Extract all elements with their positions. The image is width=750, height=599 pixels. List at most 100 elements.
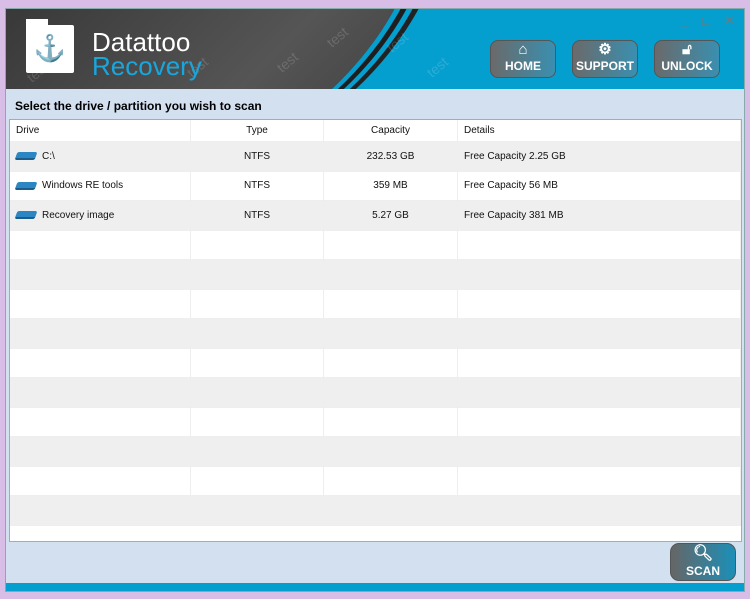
unlock-label: UNLOCK <box>661 59 713 73</box>
drive-name: C:\ <box>42 150 55 162</box>
column-header-details[interactable]: Details <box>458 120 741 141</box>
empty-cell <box>324 289 458 318</box>
drive-table[interactable]: Drive Type Capacity Details C:\ NTFS 232… <box>9 119 742 542</box>
table-row[interactable]: Windows RE tools NTFS 359 MB Free Capaci… <box>10 171 741 201</box>
home-label: HOME <box>505 59 541 73</box>
empty-row <box>10 348 741 378</box>
empty-cell <box>324 466 458 495</box>
empty-cell <box>324 230 458 259</box>
empty-cell <box>191 407 324 436</box>
drive-cell: Windows RE tools <box>10 171 191 200</box>
scan-label: SCAN <box>685 564 720 578</box>
empty-cell <box>10 378 191 407</box>
type-cell: NTFS <box>191 171 324 200</box>
empty-cell <box>458 289 741 318</box>
column-header-capacity[interactable]: Capacity <box>324 120 458 141</box>
empty-row <box>10 407 741 437</box>
empty-row <box>10 319 741 349</box>
drive-icon <box>14 181 38 190</box>
drive-cell: C:\ <box>10 142 191 171</box>
watermark: test <box>383 28 412 56</box>
close-button[interactable]: ✕ <box>724 13 735 28</box>
empty-row <box>10 437 741 467</box>
empty-row <box>10 466 741 496</box>
column-header-type[interactable]: Type <box>191 120 324 141</box>
support-button[interactable]: ⚙ SUPPORT <box>572 40 638 78</box>
drive-icon <box>14 152 38 161</box>
empty-cell <box>324 407 458 436</box>
search-icon: 🔍︎ <box>692 545 714 562</box>
empty-row <box>10 289 741 319</box>
empty-cell <box>324 496 458 525</box>
table-row[interactable]: Recovery image NTFS 5.27 GB Free Capacit… <box>10 201 741 231</box>
empty-row <box>10 496 741 526</box>
drive-name: Recovery image <box>42 209 115 221</box>
empty-cell <box>191 348 324 377</box>
table-header: Drive Type Capacity Details <box>10 120 741 142</box>
minimize-button[interactable]: _ <box>681 13 689 28</box>
empty-cell <box>10 348 191 377</box>
empty-cell <box>324 378 458 407</box>
empty-cell <box>191 378 324 407</box>
empty-cell <box>10 466 191 495</box>
empty-cell <box>458 378 741 407</box>
empty-cell <box>10 289 191 318</box>
empty-row <box>10 378 741 408</box>
empty-cell <box>191 260 324 289</box>
footer-bar <box>6 583 744 591</box>
home-button[interactable]: ⌂ HOME <box>490 40 556 78</box>
empty-cell <box>10 437 191 466</box>
logo-folder-icon: ⚓ <box>26 19 74 73</box>
empty-cell <box>191 289 324 318</box>
header-banner: test test test test test test ⚓ Datattoo… <box>6 9 744 89</box>
empty-cell <box>458 437 741 466</box>
details-cell: Free Capacity 56 MB <box>458 171 741 200</box>
capacity-cell: 5.27 GB <box>324 201 458 230</box>
drive-icon <box>14 211 38 220</box>
empty-cell <box>191 496 324 525</box>
empty-cell <box>191 319 324 348</box>
empty-cell <box>458 496 741 525</box>
scan-button[interactable]: 🔍︎ SCAN <box>670 543 736 581</box>
empty-cell <box>458 348 741 377</box>
app-name-line2: Recovery <box>92 51 202 81</box>
instruction-text: Select the drive / partition you wish to… <box>15 99 262 113</box>
empty-cell <box>324 437 458 466</box>
drive-name: Windows RE tools <box>42 180 124 192</box>
empty-cell <box>458 466 741 495</box>
empty-cell <box>10 260 191 289</box>
empty-cell <box>324 319 458 348</box>
empty-cell <box>458 407 741 436</box>
empty-cell <box>10 496 191 525</box>
empty-cell <box>10 407 191 436</box>
gears-icon: ⚙ <box>598 41 612 58</box>
empty-cell <box>458 319 741 348</box>
empty-cell <box>191 466 324 495</box>
support-label: SUPPORT <box>575 59 634 73</box>
type-cell: NTFS <box>191 201 324 230</box>
capacity-cell: 232.53 GB <box>324 142 458 171</box>
drive-cell: Recovery image <box>10 201 191 230</box>
watermark: test <box>423 53 452 81</box>
empty-cell <box>10 319 191 348</box>
column-header-drive[interactable]: Drive <box>10 120 191 141</box>
maximize-button[interactable]: □ <box>702 13 710 28</box>
empty-cell <box>191 437 324 466</box>
unlock-button[interactable]: 🔓︎ UNLOCK <box>654 40 720 78</box>
capacity-cell: 359 MB <box>324 171 458 200</box>
app-window: test test test test test test ⚓ Datattoo… <box>5 8 745 592</box>
type-cell: NTFS <box>191 142 324 171</box>
empty-cell <box>458 230 741 259</box>
empty-cell <box>324 348 458 377</box>
empty-cell <box>10 230 191 259</box>
details-cell: Free Capacity 381 MB <box>458 201 741 230</box>
details-cell: Free Capacity 2.25 GB <box>458 142 741 171</box>
empty-row <box>10 230 741 260</box>
empty-row <box>10 260 741 290</box>
table-row[interactable]: C:\ NTFS 232.53 GB Free Capacity 2.25 GB <box>10 142 741 172</box>
unlock-icon: 🔓︎ <box>682 41 692 58</box>
empty-cell <box>458 260 741 289</box>
empty-cell <box>324 260 458 289</box>
app-name-line1: Datattoo <box>92 27 191 57</box>
home-icon: ⌂ <box>518 41 528 58</box>
